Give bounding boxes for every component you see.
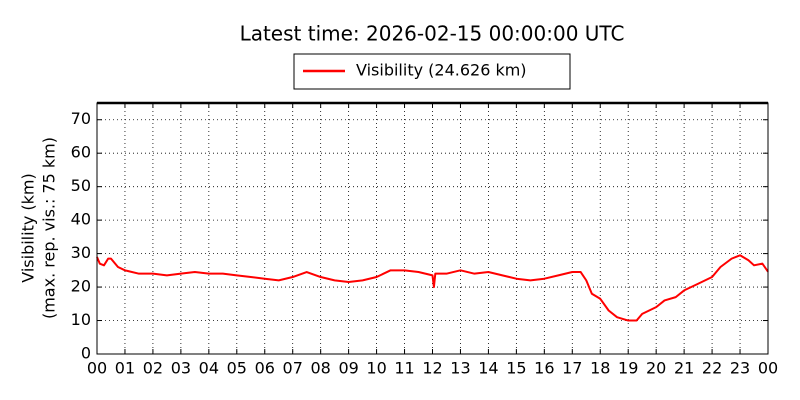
x-tick-label: 05 — [227, 359, 247, 378]
y-tick-label: 50 — [71, 176, 91, 195]
y-tick-label: 0 — [81, 344, 91, 363]
plot-frame — [96, 102, 769, 355]
x-tick-label: 00 — [758, 359, 778, 378]
x-tick-label: 23 — [730, 359, 750, 378]
x-tick-label: 00 — [87, 359, 107, 378]
y-tick-label: 60 — [71, 143, 91, 162]
x-tick-label: 16 — [534, 359, 554, 378]
y-tick-label: 20 — [71, 277, 91, 296]
x-tick-label: 13 — [450, 359, 470, 378]
data-line — [96, 254, 769, 322]
y-tick-label: 70 — [71, 109, 91, 128]
y-tick-label: 40 — [71, 210, 91, 229]
x-tick-label: 08 — [310, 359, 330, 378]
y-tick-label: 30 — [71, 243, 91, 262]
y-axis-label: (max. rep. vis.: 75 km) — [40, 137, 59, 319]
x-tick-label: 12 — [422, 359, 442, 378]
legend-label: Visibility (24.626 km) — [356, 61, 527, 80]
y-tick-label: 10 — [71, 310, 91, 329]
x-tick-label: 04 — [199, 359, 219, 378]
x-tick-label: 10 — [366, 359, 386, 378]
x-tick-label: 01 — [115, 359, 135, 378]
x-tick-label: 17 — [562, 359, 582, 378]
x-tick-label: 20 — [646, 359, 666, 378]
x-tick-label: 02 — [143, 359, 163, 378]
x-tick-label: 07 — [283, 359, 303, 378]
x-tick-label: 06 — [255, 359, 275, 378]
x-tick-label: 14 — [478, 359, 498, 378]
x-tick-label: 22 — [702, 359, 722, 378]
x-tick-label: 19 — [618, 359, 638, 378]
x-tick-label: 11 — [394, 359, 414, 378]
x-tick-label: 21 — [674, 359, 694, 378]
y-axis-label: Visibility (km) — [19, 173, 38, 282]
chart-title: Latest time: 2026-02-15 00:00:00 UTC — [240, 22, 625, 46]
x-tick-label: 15 — [506, 359, 526, 378]
x-tick-label: 09 — [338, 359, 358, 378]
x-tick-label: 03 — [171, 359, 191, 378]
x-tick-label: 18 — [590, 359, 610, 378]
